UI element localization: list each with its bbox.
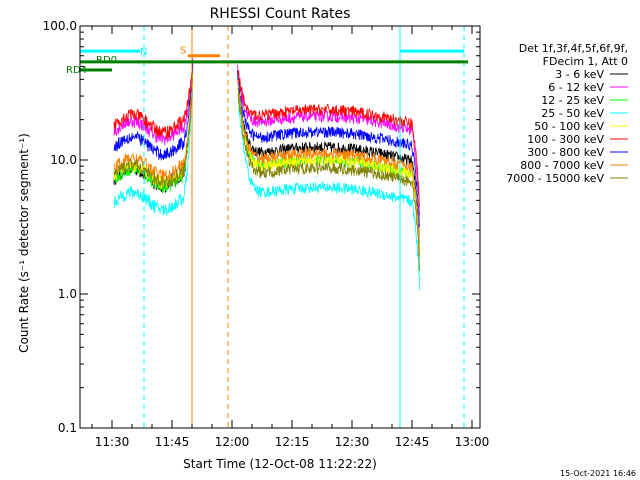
- x-axis-label: Start Time (12-Oct-08 11:22:22): [183, 457, 377, 471]
- x-tick-label: 12:45: [395, 435, 430, 449]
- series-line: [113, 78, 420, 271]
- state-label: RD0: [96, 55, 117, 66]
- x-tick-label: 12:00: [215, 435, 250, 449]
- plot-frame: [79, 25, 481, 429]
- x-tick-label: 12:15: [275, 435, 310, 449]
- state-label: N: [140, 47, 147, 58]
- y-tick-label: 100.0: [43, 19, 77, 33]
- legend-entry-label: 12 - 25 keV: [541, 94, 604, 107]
- legend-entry-label: 25 - 50 keV: [541, 107, 604, 120]
- timestamp: 15-Oct-2021 16:46: [560, 469, 636, 478]
- x-tick-label: 11:45: [155, 435, 190, 449]
- legend-entry-label: 300 - 800 keV: [527, 146, 604, 159]
- x-tick-label: 11:30: [95, 435, 130, 449]
- legend-entry-label: 100 - 300 keV: [527, 133, 604, 146]
- legend-header: Det 1f,3f,4f,5f,6f,9f,: [519, 42, 628, 55]
- plot-data-layer: [113, 58, 420, 291]
- legend-entry-label: 800 - 7000 keV: [520, 159, 604, 172]
- y-axis-label: Count Rate (s⁻¹ detector segment⁻¹): [17, 133, 31, 353]
- y-tick-label: 10.0: [50, 153, 77, 167]
- state-label: S: [180, 46, 186, 57]
- x-tick-label: 13:00: [455, 435, 490, 449]
- legend-header: FDecim 1, Att 0: [543, 55, 628, 68]
- legend-entry-label: 7000 - 15000 keV: [506, 172, 604, 185]
- chart-title: RHESSI Count Rates: [210, 6, 351, 22]
- legend-entry-label: 3 - 6 keV: [555, 68, 604, 81]
- state-label: RD4: [66, 65, 87, 76]
- y-tick-label: 1.0: [58, 287, 77, 301]
- series-line: [113, 86, 420, 291]
- legend-entry-label: 50 - 100 keV: [534, 120, 604, 133]
- state-bar-layer: N S RD0 RD4: [66, 26, 468, 428]
- legend-entry-label: 6 - 12 keV: [548, 81, 604, 94]
- y-tick-label: 0.1: [58, 421, 77, 435]
- series-line: [113, 59, 420, 207]
- axes-layer: 0.1 1.0 10.0 100.0 11:30 11:45 12:00 12:15 12:30…: [43, 19, 490, 449]
- series-line: [113, 83, 420, 255]
- x-tick-label: 12:30: [335, 435, 370, 449]
- legend: Det 1f,3f,4f,5f,6f,9f,FDecim 1, Att 03 -…: [506, 42, 628, 185]
- series-line: [113, 63, 420, 228]
